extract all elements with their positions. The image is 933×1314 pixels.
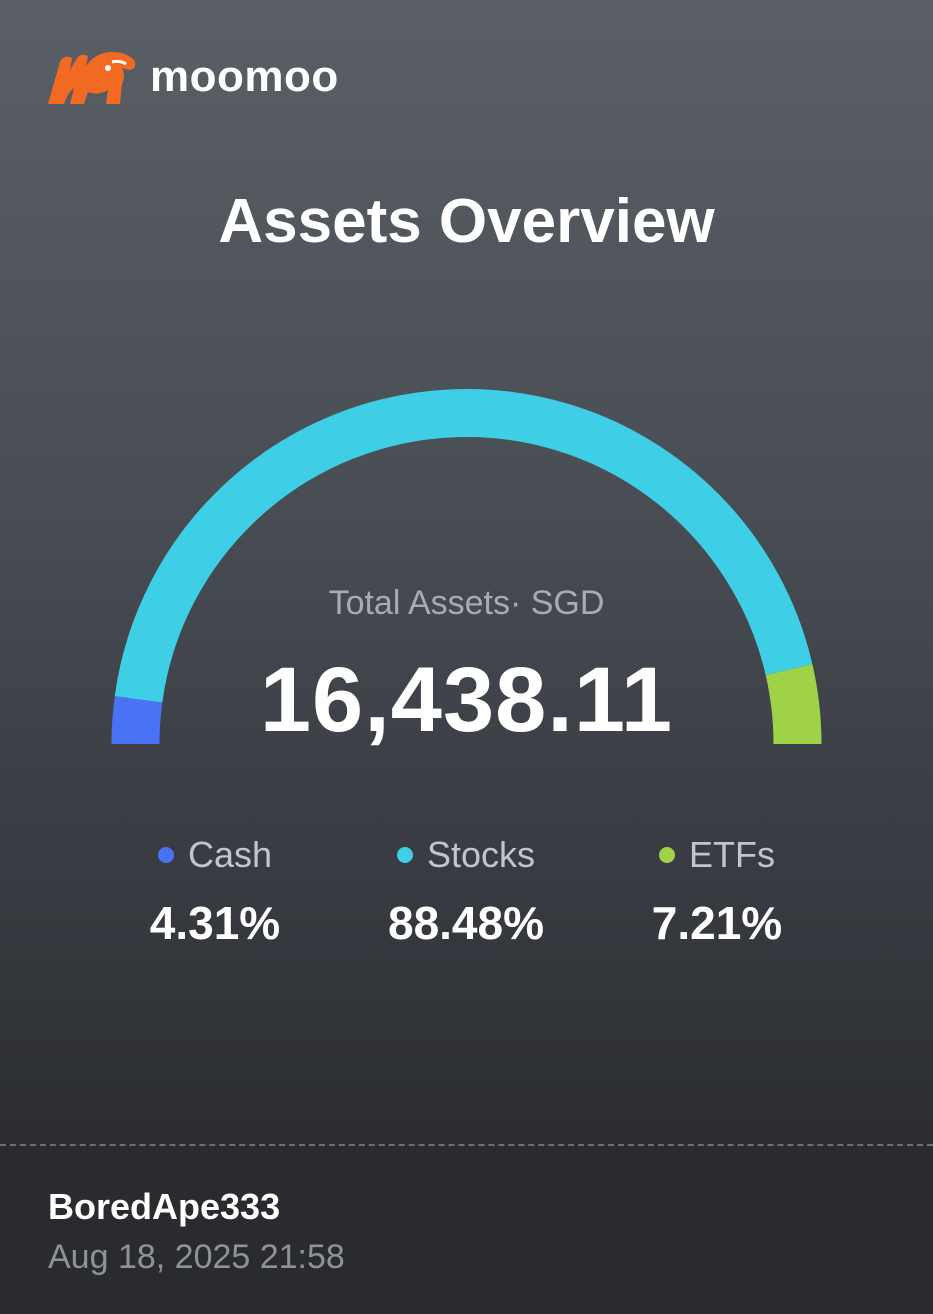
allocation-legend: Cash 4.31% Stocks 88.48% ETFs 7.21% [0, 832, 933, 962]
legend-item-etfs: ETFs 7.21% [587, 832, 847, 950]
legend-item-stocks: Stocks 88.48% [336, 832, 596, 950]
legend-percent-stocks: 88.48% [387, 897, 544, 949]
page-title: Assets Overview [218, 187, 715, 256]
legend-label-stocks: Stocks [426, 834, 536, 875]
moomoo-bull-logo-icon [48, 52, 136, 104]
brand: moomoo [46, 44, 339, 110]
legend-percent-cash: 4.31% [149, 897, 281, 949]
brand-name: moomoo [150, 52, 339, 101]
total-assets-value: 16,438.11 [259, 649, 674, 751]
legend-percent-etfs: 7.21% [651, 897, 783, 949]
legend-item-cash: Cash 4.31% [85, 832, 345, 950]
username: BoredApe333 [48, 1186, 281, 1227]
total-assets-label: Total Assets· SGD [328, 584, 605, 622]
dashed-divider [0, 1144, 933, 1146]
cash-dot-icon [157, 847, 174, 863]
timestamp: Aug 18, 2025 21:58 [48, 1238, 345, 1276]
legend-label-etfs: ETFs [689, 834, 775, 875]
etfs-dot-icon [659, 847, 675, 863]
footer: BoredApe333 Aug 18, 2025 21:58 [0, 1146, 933, 1314]
legend-label-cash: Cash [187, 834, 273, 875]
stocks-dot-icon [396, 847, 413, 863]
